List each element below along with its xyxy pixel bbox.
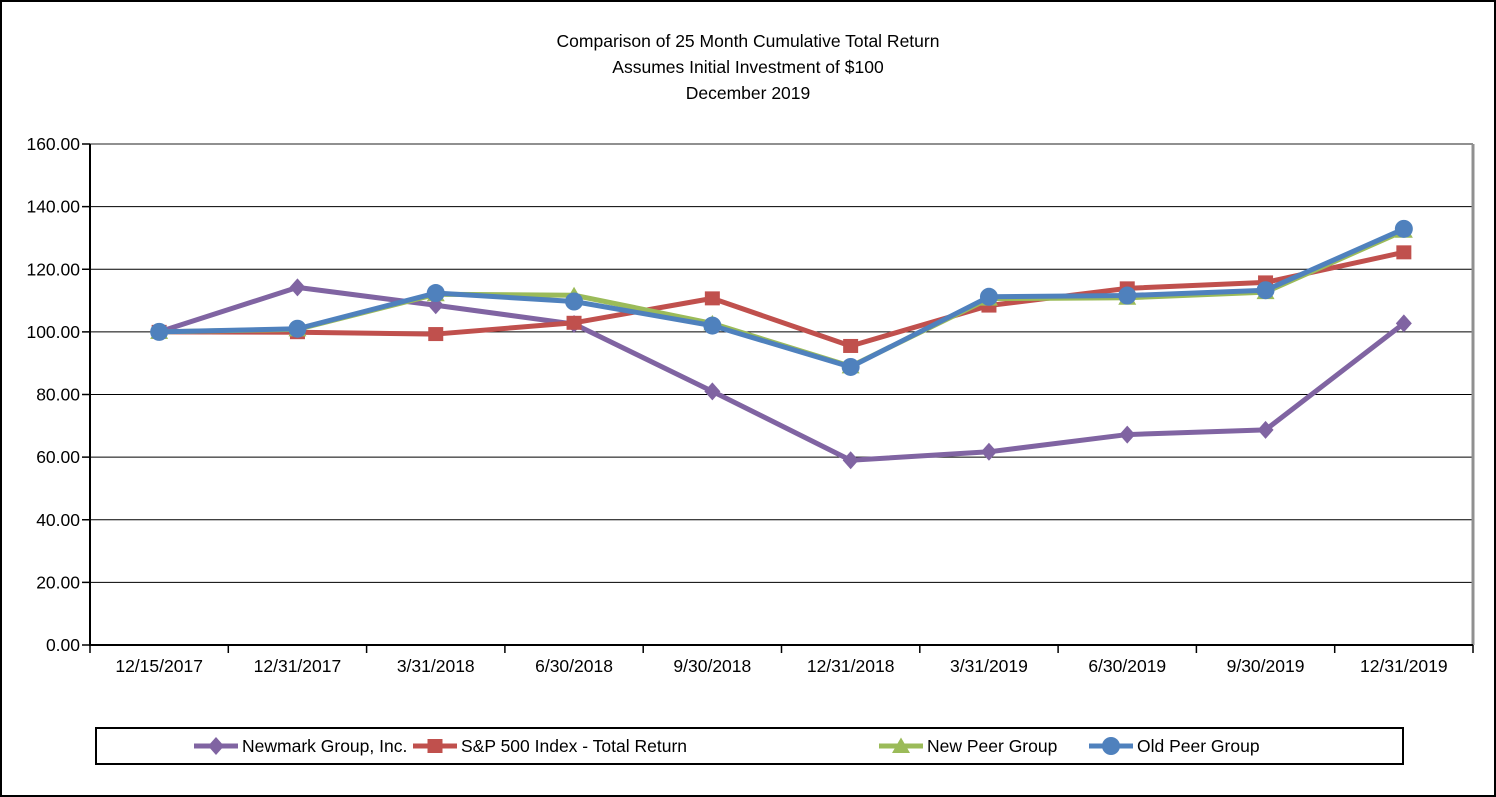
chart-title-line-3: December 2019 xyxy=(685,83,811,103)
y-axis-tick-label: 80.00 xyxy=(36,385,80,405)
x-axis-tick-label: 6/30/2018 xyxy=(535,656,613,676)
legend: Newmark Group, Inc. S&P 500 Index - Tota… xyxy=(95,727,1404,765)
x-axis-tick-label: 12/31/2018 xyxy=(807,656,895,676)
legend-square-marker-icon xyxy=(413,739,457,753)
y-axis-tick-label: 160.00 xyxy=(26,134,80,154)
chart-title: Comparison of 25 Month Cumulative Total … xyxy=(2,28,1494,106)
series-line xyxy=(159,226,1405,370)
chart-title-line-2: Assumes Initial Investment of $100 xyxy=(612,57,884,77)
y-axis-tick-label: 100.00 xyxy=(26,322,80,342)
legend-circle-marker-icon xyxy=(1089,737,1133,755)
legend-label: Old Peer Group xyxy=(1137,735,1260,756)
legend-label: Newmark Group, Inc. xyxy=(242,735,408,756)
legend-label: S&P 500 Index - Total Return xyxy=(461,735,688,756)
legend-diamond-marker-icon xyxy=(194,737,238,755)
y-axis-tick-label: 20.00 xyxy=(36,572,80,592)
gridlines: 0.00 20.00 40.00 60.00 80.00 100.00 120.00 140.… xyxy=(26,134,1475,655)
legend-item-old-peer-group: Old Peer Group xyxy=(1087,729,1260,763)
x-axis-tick-label: 9/30/2019 xyxy=(1227,656,1305,676)
legend-item-new-peer-group: New Peer Group xyxy=(877,729,1057,763)
y-axis-tick-label: 40.00 xyxy=(36,510,80,530)
chart-title-line-1: Comparison of 25 Month Cumulative Total … xyxy=(556,31,940,51)
series-old-peer-group xyxy=(150,219,1413,376)
series-line xyxy=(159,249,1405,349)
x-axis-tick-label: 12/31/2019 xyxy=(1360,656,1448,676)
legend-triangle-marker-icon xyxy=(879,737,923,753)
axes xyxy=(89,144,1474,653)
legend-item-sp500: S&P 500 Index - Total Return xyxy=(411,729,687,763)
series-new-peer-group xyxy=(150,222,1413,374)
y-axis-tick-label: 60.00 xyxy=(36,447,80,467)
x-axis-tick-label: 6/30/2019 xyxy=(1088,656,1166,676)
series-newmark-group-inc xyxy=(151,278,1412,470)
legend-label: New Peer Group xyxy=(927,735,1058,756)
x-axis-tick-label: 9/30/2018 xyxy=(673,656,751,676)
y-axis-tick-label: 140.00 xyxy=(26,197,80,217)
x-axis-tick-label: 12/15/2017 xyxy=(115,656,203,676)
series-s-p-500-index-total-return xyxy=(151,245,1412,353)
plot-area: 0.00 20.00 40.00 60.00 80.00 100.00 120.00 140.… xyxy=(26,134,1475,676)
y-axis-tick-label: 0.00 xyxy=(46,635,80,655)
x-axis-tick-label: 3/31/2018 xyxy=(397,656,475,676)
x-axis-labels: 12/15/2017 12/31/2017 3/31/2018 6/30/2018 9/… xyxy=(115,656,1447,676)
series-line xyxy=(158,284,1406,463)
x-axis-tick-label: 3/31/2019 xyxy=(950,656,1028,676)
y-axis-tick-label: 120.00 xyxy=(26,259,80,279)
legend-item-newmark-group: Newmark Group, Inc. xyxy=(192,729,407,763)
x-axis-tick-label: 12/31/2017 xyxy=(254,656,342,676)
